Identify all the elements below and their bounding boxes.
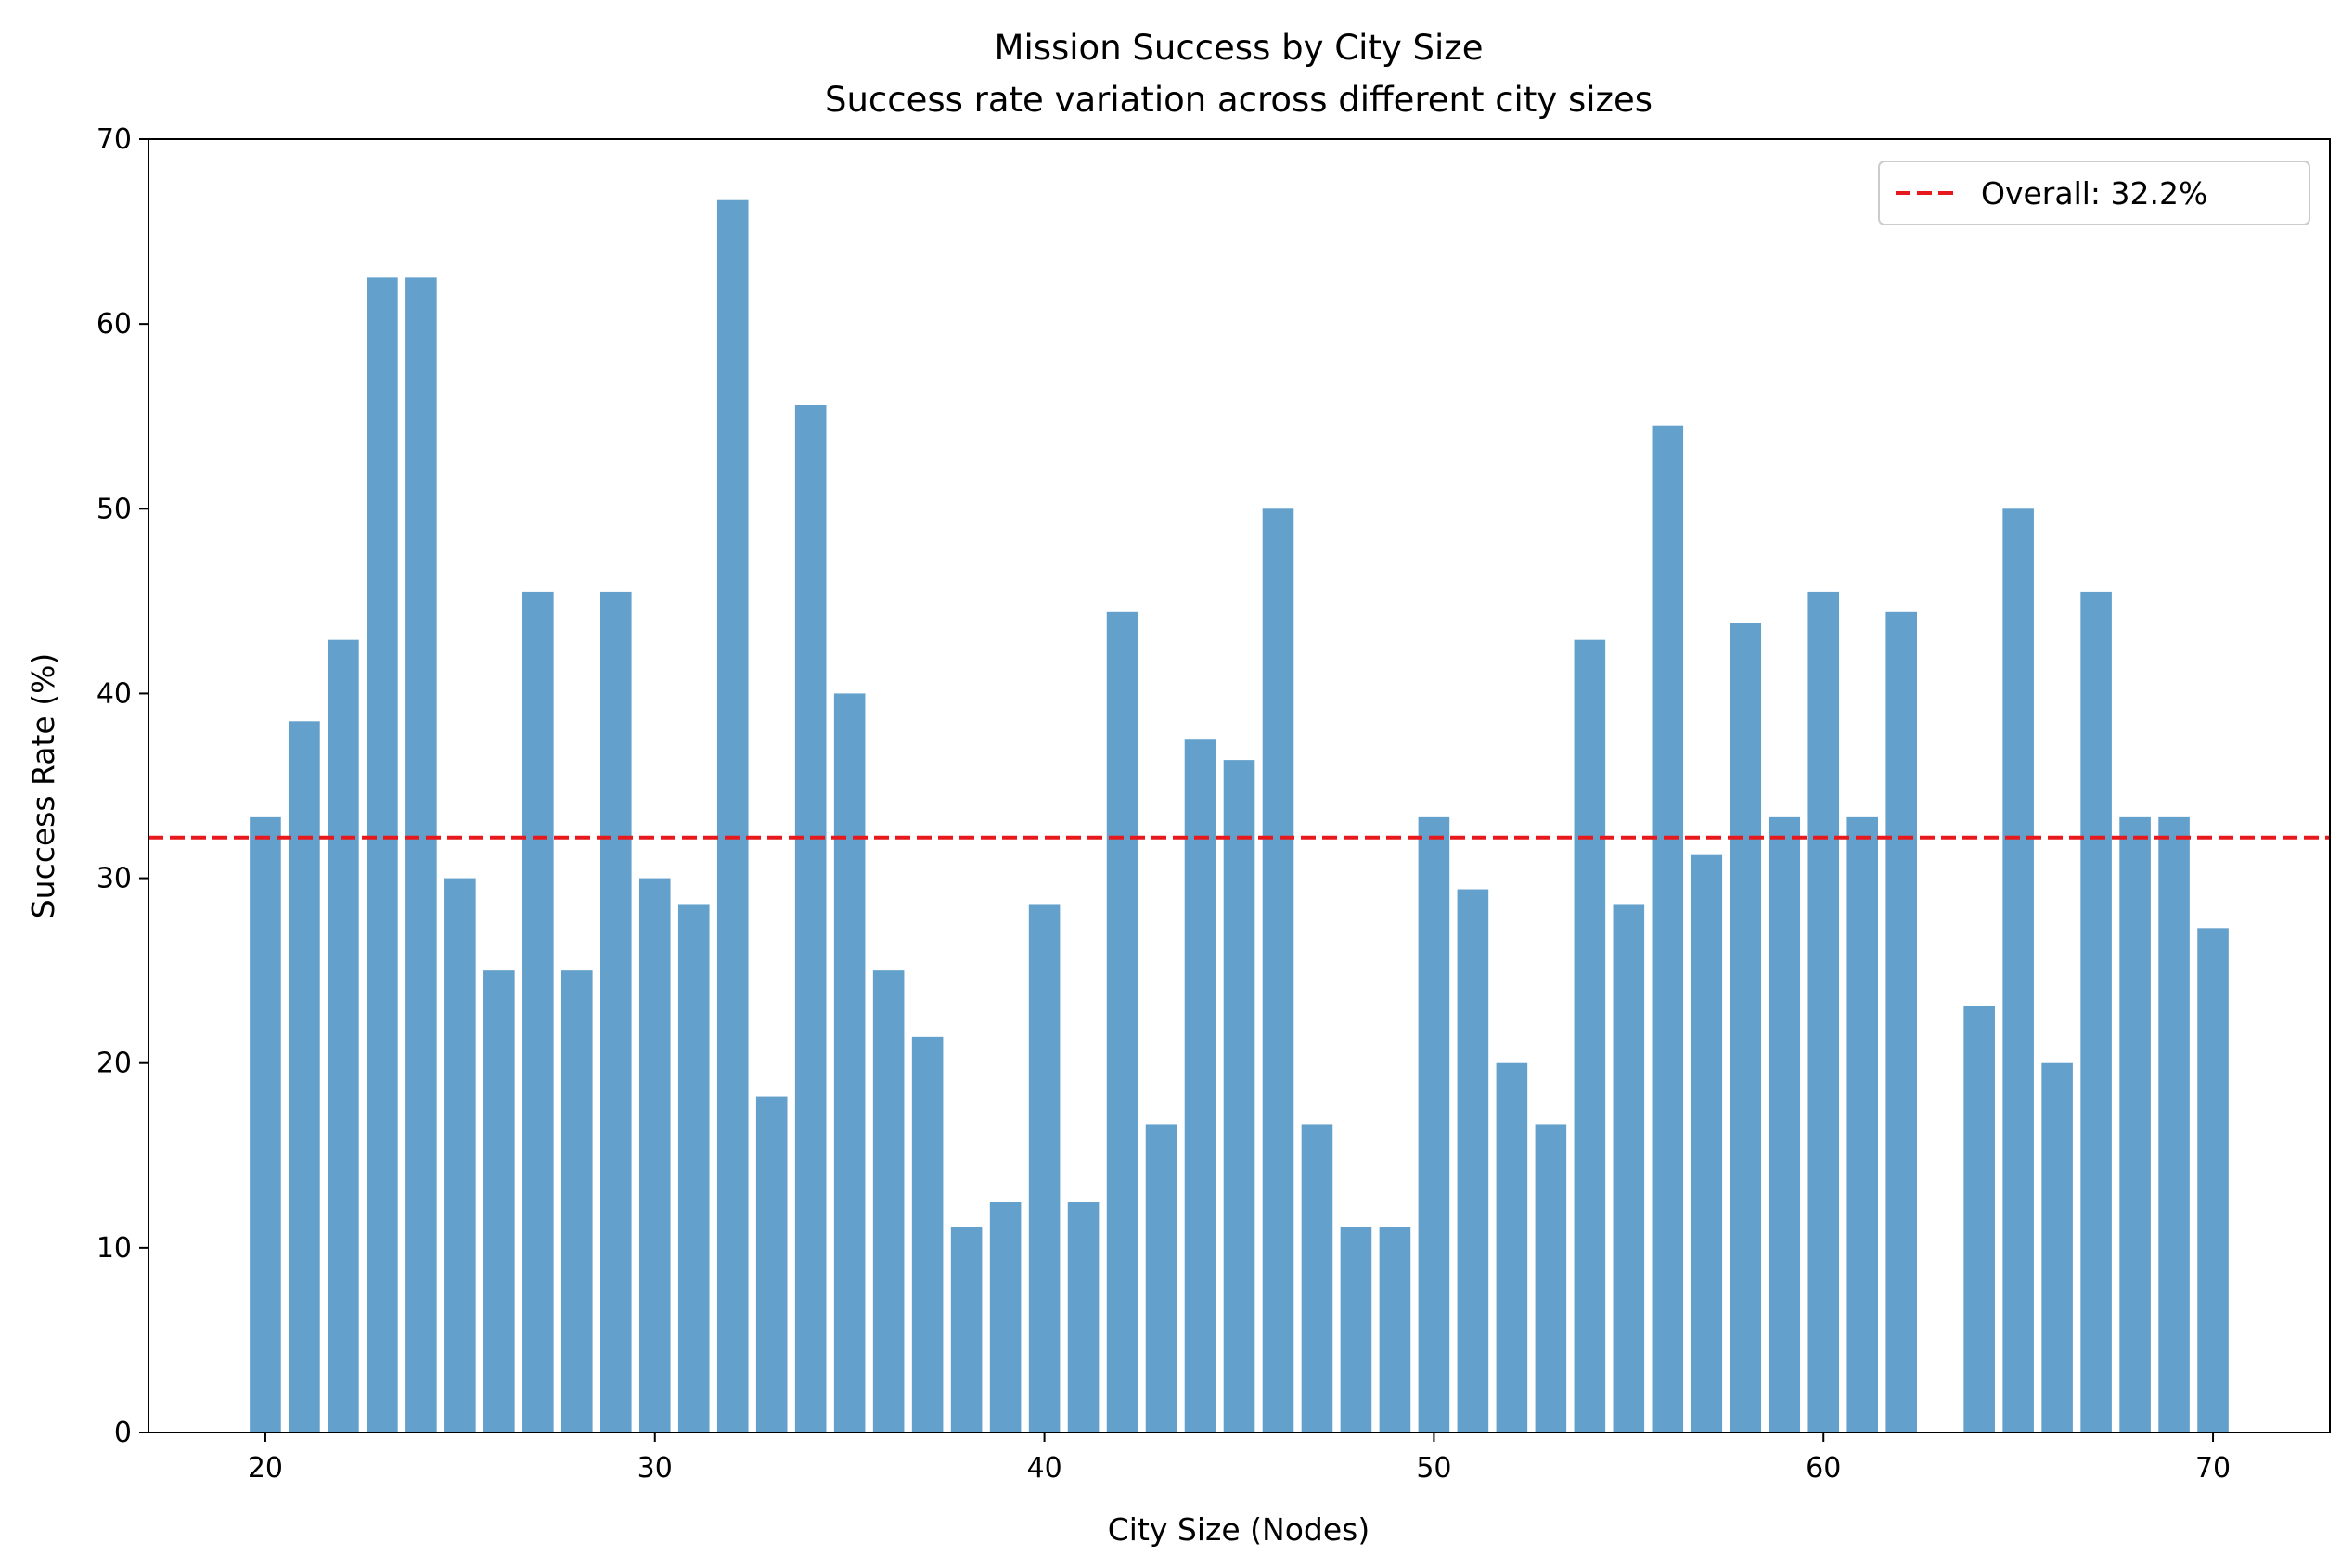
bar-22 [328, 639, 359, 1433]
bar-35 [833, 693, 866, 1433]
bar-21 [289, 721, 320, 1433]
x-axis-label: City Size (Nodes) [1108, 1511, 1370, 1548]
y-tick-label: 0 [114, 1417, 132, 1449]
bar-47 [1301, 1124, 1333, 1433]
bar-41 [1067, 1202, 1100, 1433]
x-axis-ticks: 20 30 40 50 60 70 [248, 1433, 2231, 1484]
y-axis-label: Success Rate (%) [25, 653, 61, 919]
x-tick-label: 70 [2195, 1452, 2231, 1484]
bar-37 [911, 1036, 944, 1433]
bar-39 [989, 1202, 1022, 1433]
bar-66 [2041, 1062, 2073, 1433]
plot-frame [148, 138, 2331, 1433]
bar-23 [367, 277, 398, 1433]
bar-29 [599, 591, 632, 1433]
bar-65 [2002, 508, 2034, 1433]
bar-56 [1652, 425, 1684, 1433]
chart-title: Mission Success by City Size [995, 28, 1484, 68]
y-tick-label: 20 [96, 1047, 132, 1080]
x-tick-label: 30 [637, 1452, 673, 1484]
bar-44 [1184, 739, 1216, 1433]
bar-38 [950, 1227, 983, 1433]
bar-27 [522, 591, 554, 1433]
bar-59 [1769, 816, 1801, 1433]
bar-52 [1496, 1062, 1528, 1433]
bar-50 [1418, 816, 1450, 1433]
bar-25 [444, 878, 476, 1433]
bar-61 [1846, 816, 1879, 1433]
bar-67 [2080, 591, 2112, 1433]
bar-42 [1106, 611, 1138, 1433]
bar-46 [1262, 508, 1294, 1433]
x-tick-label: 40 [1026, 1452, 1061, 1484]
bar-34 [794, 405, 827, 1433]
bar-60 [1807, 591, 1840, 1433]
bar-64 [1963, 1005, 1995, 1433]
bar-53 [1535, 1124, 1567, 1433]
y-tick-label: 10 [96, 1232, 132, 1265]
legend-label: Overall: 32.2% [1981, 175, 2207, 212]
bar-57 [1691, 854, 1723, 1433]
y-tick-label: 60 [96, 308, 132, 341]
bar-49 [1379, 1227, 1411, 1433]
y-axis-ticks: 0 10 20 30 40 50 60 70 [96, 123, 148, 1449]
bar-36 [872, 970, 905, 1433]
bar-70 [2197, 928, 2229, 1433]
bar-20 [250, 816, 281, 1433]
bar-58 [1730, 623, 1762, 1433]
bar-55 [1613, 904, 1645, 1433]
x-tick-label: 50 [1416, 1452, 1451, 1484]
bar-62 [1885, 611, 1917, 1433]
x-tick-label: 60 [1806, 1452, 1841, 1484]
bar-45 [1223, 760, 1255, 1433]
chart-subtitle: Success rate variation across different … [825, 80, 1653, 120]
y-tick-label: 50 [96, 493, 132, 525]
bar-69 [2158, 816, 2190, 1433]
bars-group [250, 199, 2229, 1433]
y-tick-label: 40 [96, 677, 132, 710]
bar-48 [1340, 1227, 1372, 1433]
y-tick-label: 70 [96, 123, 132, 156]
bar-28 [561, 970, 593, 1433]
bar-32 [716, 199, 749, 1433]
legend: Overall: 32.2% [1878, 161, 2310, 225]
bar-30 [638, 878, 671, 1433]
legend-box [1878, 161, 2310, 225]
y-tick-label: 30 [96, 863, 132, 895]
x-tick-label: 20 [248, 1452, 283, 1484]
bar-68 [2119, 816, 2151, 1433]
bar-40 [1028, 904, 1061, 1433]
bar-33 [755, 1096, 788, 1433]
bar-24 [405, 277, 437, 1433]
bar-43 [1145, 1124, 1177, 1433]
bar-26 [483, 970, 515, 1433]
bar-31 [677, 904, 710, 1433]
bar-51 [1457, 889, 1489, 1433]
bar-54 [1574, 639, 1606, 1433]
